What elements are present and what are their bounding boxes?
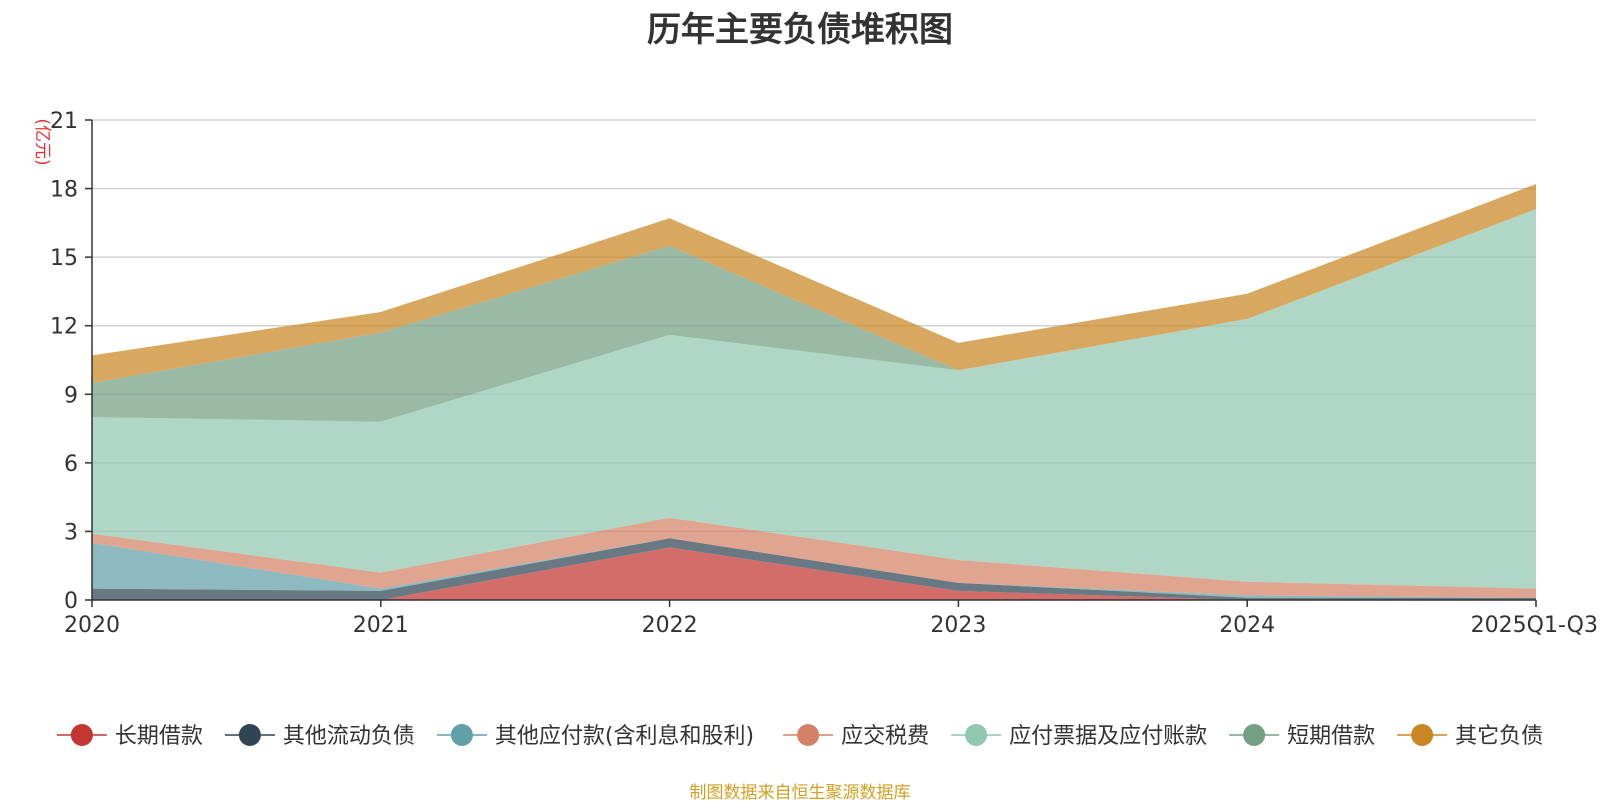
x-tick-label: 2024 (1219, 613, 1275, 638)
legend-item-0[interactable]: 长期借款 (56, 724, 203, 749)
y-tick-label: 21 (50, 109, 78, 134)
legend-label: 其它负债 (1455, 724, 1543, 749)
x-tick-label: 2025Q1-Q3 (1471, 613, 1598, 638)
legend-item-6[interactable]: 其它负债 (1397, 724, 1543, 749)
data-source-note: 制图数据来自恒生聚源数据库 (689, 783, 911, 803)
y-axis-label: (亿元) (32, 118, 52, 165)
legend-marker (797, 724, 820, 746)
area-series-6[interactable] (92, 184, 1536, 383)
legend-item-2[interactable]: 其他应付款(含利息和股利) (436, 724, 754, 749)
y-tick-label: 0 (64, 589, 78, 614)
legend-marker (238, 724, 261, 746)
area-series-5[interactable] (92, 209, 1536, 422)
y-tick-label: 18 (50, 178, 78, 203)
area-series-0[interactable] (92, 547, 1536, 600)
stacked-areas (92, 184, 1536, 600)
legend-label: 短期借款 (1287, 724, 1375, 749)
y-tick-label: 15 (50, 246, 78, 271)
legend-item-3[interactable]: 应交税费 (783, 724, 929, 749)
legend-item-4[interactable]: 应付票据及应付账款 (951, 724, 1207, 749)
y-tick-label: 12 (50, 315, 78, 340)
y-tick-label: 3 (64, 520, 78, 545)
legend-label: 应交税费 (841, 724, 929, 749)
legend-label: 其他应付款(含利息和股利) (495, 724, 754, 749)
area-series-3[interactable] (92, 517, 1536, 598)
legend-marker (70, 724, 93, 746)
x-tick-label: 2022 (642, 613, 698, 638)
legend-marker (1411, 724, 1434, 746)
axes: 0 3 6 9 12 15 18 21 2020 2021 2022 2023 2024 2025Q1-Q… (50, 109, 1598, 638)
legend-label: 应付票据及应付账款 (1009, 724, 1207, 749)
chart-title: 历年主要负债堆积图 (647, 10, 953, 50)
legend-item-1[interactable]: 其他流动负债 (224, 724, 415, 749)
x-tick-label: 2023 (930, 613, 986, 638)
area-series-1[interactable] (92, 538, 1536, 600)
legend-marker (1243, 724, 1266, 746)
legend-item-5[interactable]: 短期借款 (1229, 724, 1375, 749)
legend-label: 其他流动负债 (283, 724, 415, 749)
y-tick-label: 9 (64, 383, 78, 408)
x-tick-label: 2020 (64, 613, 120, 638)
y-tick-label: 6 (64, 452, 78, 477)
x-tick-label: 2021 (353, 613, 409, 638)
area-series-4[interactable] (92, 209, 1536, 589)
legend-label: 长期借款 (115, 724, 203, 749)
legend-marker (450, 724, 473, 746)
legend[interactable]: 长期借款 其他流动负债 其他应付款(含利息和股利) 应交税费 应付票据及应付账款 短期借款… (0, 715, 1600, 755)
legend-marker (965, 724, 988, 746)
